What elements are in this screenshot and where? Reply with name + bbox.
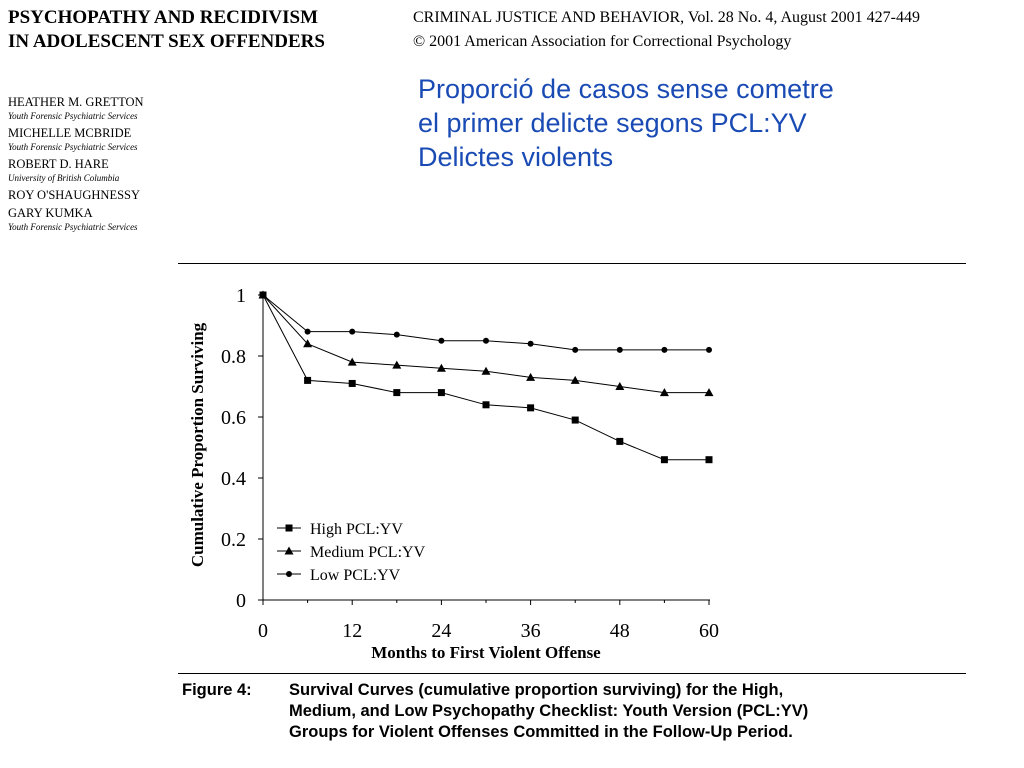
- data-point: [260, 292, 266, 298]
- data-point: [392, 360, 402, 369]
- author-name: Michelle McBride: [8, 126, 132, 140]
- x-tick-label: 24: [431, 620, 451, 642]
- paper-title-line-1: PSYCHOPATHY AND RECIDIVISM: [8, 7, 319, 28]
- series-line: [262, 294, 709, 394]
- data-point: [570, 375, 580, 384]
- data-point: [347, 357, 357, 366]
- paper-title: PSYCHOPATHY AND RECIDIVISM IN ADOLESCENT…: [8, 6, 325, 54]
- legend-marker: [286, 571, 292, 577]
- author-affiliation: Youth Forensic Psychiatric Services: [8, 142, 138, 152]
- author-affiliation: Youth Forensic Psychiatric Services: [8, 222, 138, 232]
- data-point: [481, 366, 491, 375]
- data-point: [705, 456, 713, 464]
- journal-line-1: CRIMINAL JUSTICE AND BEHAVIOR, Vol. 28 N…: [413, 9, 920, 26]
- data-point: [482, 401, 490, 409]
- data-point: [706, 346, 712, 353]
- legend-label: High PCL:YV: [310, 521, 403, 538]
- author-name: Roy O'Shaughnessy: [8, 188, 141, 202]
- data-point: [436, 363, 446, 372]
- data-point: [527, 340, 534, 347]
- data-point: [660, 456, 668, 464]
- caption-line: Survival Curves (cumulative proportion s…: [289, 681, 784, 699]
- data-point: [393, 389, 401, 397]
- x-tick-label: 36: [521, 620, 541, 642]
- y-tick-label: 0.2: [221, 529, 246, 551]
- series-line: [262, 294, 709, 461]
- y-tick-label: 0.4: [221, 468, 246, 490]
- top-divider: [178, 263, 966, 264]
- data-point: [437, 389, 445, 397]
- legend-marker: [284, 546, 294, 555]
- x-tick-label: 48: [610, 620, 630, 642]
- y-tick-label: 0: [236, 590, 246, 612]
- author-affiliation: Youth Forensic Psychiatric Services: [8, 111, 138, 121]
- data-point: [615, 382, 625, 390]
- slide-title-line-3: Delictes violents: [418, 142, 614, 172]
- data-point: [526, 372, 536, 381]
- paper-title-line-2: IN ADOLESCENT SEX OFFENDERS: [8, 31, 325, 52]
- journal-citation: CRIMINAL JUSTICE AND BEHAVIOR, Vol. 28 N…: [413, 6, 920, 54]
- data-point: [483, 337, 489, 344]
- data-point: [303, 339, 313, 348]
- figure-caption: Figure 4: Survival Curves (cumulative pr…: [182, 680, 808, 743]
- data-point: [571, 416, 579, 424]
- data-point: [304, 328, 311, 335]
- author-name: Gary Kumka: [8, 206, 93, 220]
- y-tick-label: 0.8: [221, 346, 246, 368]
- slide-title-line-2: el primer delicte segons PCL:YV: [418, 108, 807, 138]
- legend-marker: [285, 524, 293, 532]
- x-axis-label: Months to First Violent Offense: [371, 643, 601, 662]
- data-point: [393, 331, 400, 338]
- author-name: Robert D. Hare: [8, 157, 109, 171]
- caption-line: Groups for Violent Offenses Committed in…: [289, 723, 793, 741]
- author-affiliation: University of British Columbia: [8, 173, 120, 183]
- data-point: [661, 346, 668, 353]
- data-point: [348, 379, 356, 387]
- slide-title: Proporció de casos sense cometre el prim…: [418, 72, 834, 174]
- data-point: [438, 337, 445, 344]
- y-axis-label: Cumulative Proportion Surviving: [188, 322, 207, 567]
- author-name: Heather M. Gretton: [8, 95, 144, 109]
- figure-label: Figure 4:: [182, 681, 252, 699]
- data-point: [659, 388, 669, 397]
- legend-label: Medium PCL:YV: [310, 544, 426, 561]
- x-tick-label: 12: [342, 620, 362, 642]
- y-tick-label: 0.6: [221, 407, 246, 429]
- legend-label: Low PCL:YV: [310, 567, 401, 584]
- x-tick-label: 60: [699, 620, 719, 642]
- data-point: [616, 437, 624, 445]
- journal-line-2: © 2001 American Association for Correcti…: [413, 33, 792, 50]
- caption-line: Medium, and Low Psychopathy Checklist: Y…: [289, 702, 809, 720]
- data-point: [572, 346, 579, 353]
- data-point: [527, 404, 535, 412]
- data-point: [304, 376, 312, 384]
- slide-title-line-1: Proporció de casos sense cometre: [418, 74, 834, 104]
- data-point: [616, 346, 623, 353]
- data-point: [704, 388, 714, 397]
- data-point: [349, 328, 356, 335]
- x-tick-label: 0: [258, 620, 268, 642]
- y-tick-label: 1: [236, 285, 246, 307]
- bottom-divider: [178, 673, 966, 674]
- author-list: Heather M. Gretton Youth Forensic Psychi…: [8, 95, 144, 237]
